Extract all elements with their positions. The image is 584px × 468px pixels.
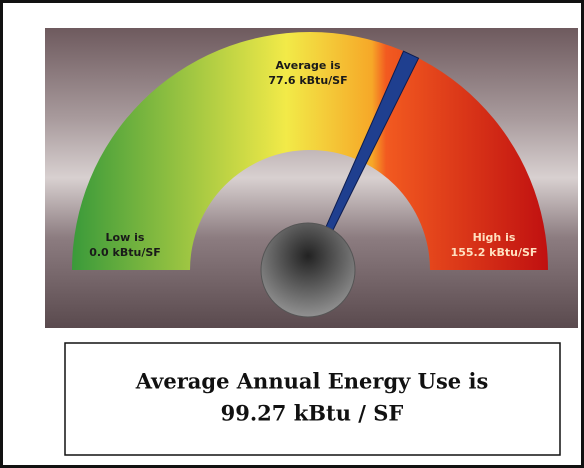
gauge-label: High is [473, 231, 516, 244]
gauge-label: Average is [275, 59, 341, 72]
title-line: 99.27 kBtu / SF [221, 401, 404, 426]
title-line: Average Annual Energy Use is [135, 369, 489, 394]
gauge-label: 155.2 kBtu/SF [451, 246, 538, 259]
gauge: Low is 0.0 kBtu/SF Average is 77.6 kBtu/SF H… [72, 32, 548, 318]
gauge-label: Low is [106, 231, 145, 244]
title-box [64, 342, 561, 456]
gauge-label: 0.0 kBtu/SF [89, 246, 161, 259]
hub [260, 222, 356, 318]
gauge-arc [72, 32, 548, 270]
gauge-label: 77.6 kBtu/SF [268, 74, 347, 87]
